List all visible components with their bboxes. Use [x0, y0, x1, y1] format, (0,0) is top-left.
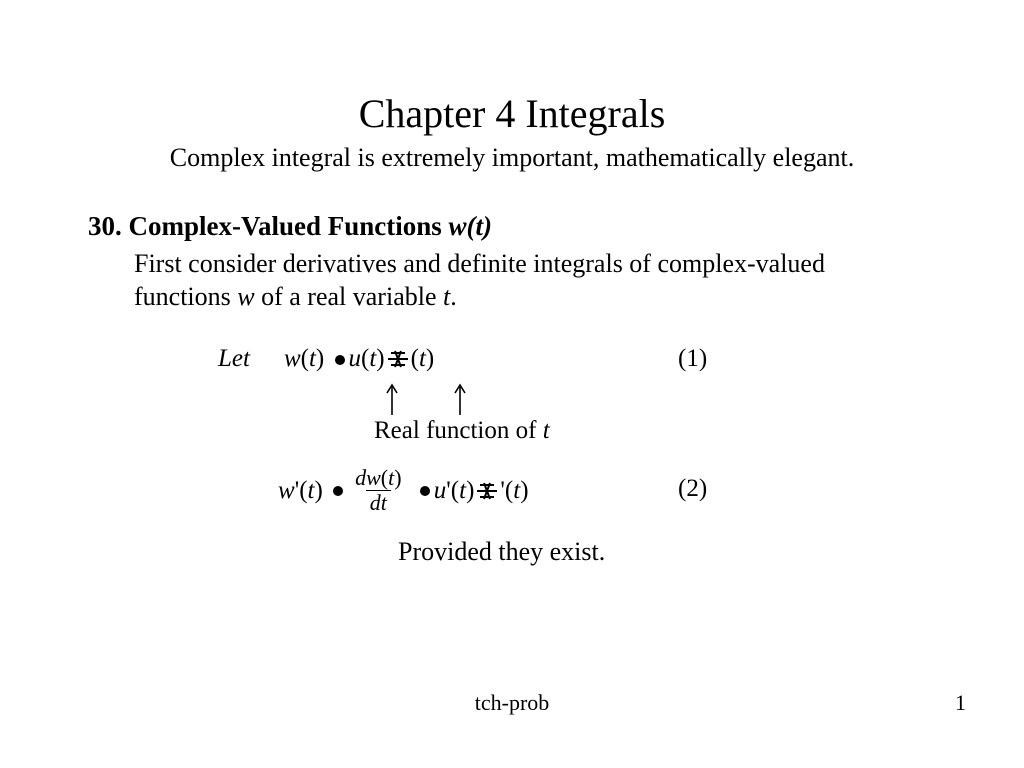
annotation-text: Real function of [374, 417, 543, 444]
eq1-cp2: ) [376, 345, 384, 373]
arrow-up-icon [454, 381, 466, 415]
eq1-cp3: ) [426, 345, 434, 373]
eq2-op3: ( [505, 477, 513, 505]
annotation-label: Real function of t [374, 417, 550, 445]
eq2-w: w [278, 477, 295, 505]
arrow-up-icon [386, 381, 398, 415]
eq2-dt: dt [370, 490, 387, 515]
eq1-t3: t [419, 345, 426, 373]
page-subtitle: Complex integral is extremely important,… [0, 143, 1024, 173]
eq1-t1: t [309, 345, 316, 373]
eq1-t2: t [369, 345, 376, 373]
dot-icon [420, 486, 430, 496]
eq2-cp1: ) [314, 477, 322, 505]
eq1-op2: ( [361, 345, 369, 373]
eq2-t3: t [513, 477, 520, 505]
eq1-number: (1) [678, 345, 707, 373]
eq1-op1: ( [301, 345, 309, 373]
eq2-u: u [434, 477, 447, 505]
annotation-t: t [543, 417, 550, 444]
eq2-op2: ( [451, 477, 459, 505]
glyph-icon [387, 350, 409, 368]
section-heading-text: Complex-Valued Functions [129, 211, 442, 241]
equation-1: Let w(t) u(t) (t) [218, 345, 434, 373]
eq2-t1: t [308, 477, 315, 505]
eq1-op3: ( [411, 345, 419, 373]
section-heading: 30. Complex-Valued Functions w(t) [88, 211, 918, 242]
dot-icon [335, 355, 345, 365]
page-number: 1 [955, 690, 966, 716]
section-heading-func: w(t) [449, 211, 493, 241]
eq2-cp3: ) [520, 477, 528, 505]
eq1-w: w [284, 345, 301, 373]
eq2-fraction: dw(t) dt [351, 467, 405, 514]
section-body: First consider derivatives and definite … [134, 248, 918, 313]
provided-label: Provided they exist. [398, 537, 605, 567]
eq1-u: u [349, 345, 362, 373]
eq2-op1: ( [299, 477, 307, 505]
dot-icon [333, 486, 343, 496]
footer-text: tch-prob [0, 690, 1024, 716]
eq2-ft: t [388, 465, 394, 490]
eq1-lead: Let [218, 345, 250, 373]
eq2-t2: t [459, 477, 466, 505]
body-text-2: of a real variable [255, 282, 443, 311]
eq2-dw: dw [355, 465, 381, 490]
section-number: 30. [88, 211, 122, 241]
eq1-cp1: ) [316, 345, 324, 373]
eq2-cp2: ) [466, 477, 474, 505]
body-w: w [237, 282, 254, 311]
page-title: Chapter 4 Integrals [0, 90, 1024, 137]
glyph-icon [476, 482, 498, 500]
equation-2: w'(t) dw(t) dt u'(t) '(t) [278, 467, 529, 514]
section: 30. Complex-Valued Functions w(t) First … [88, 211, 918, 611]
eq2-number: (2) [678, 475, 707, 503]
equation-area: Let w(t) u(t) (t) (1) Real function of t [88, 341, 918, 611]
body-text-3: . [450, 282, 457, 311]
